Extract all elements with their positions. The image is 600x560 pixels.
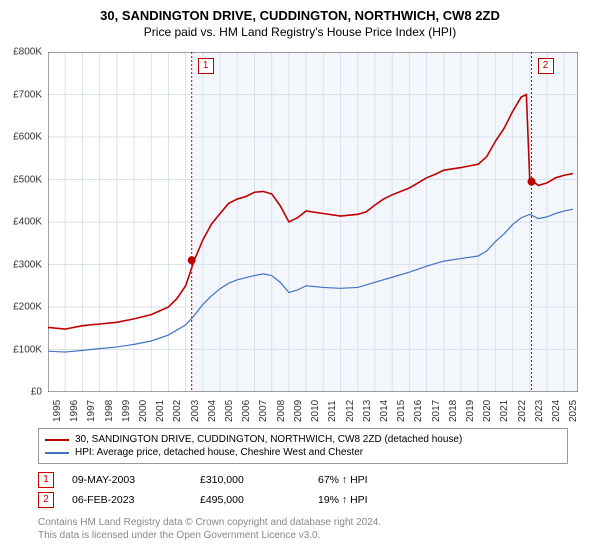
x-tick-label: 2020 bbox=[482, 410, 493, 422]
y-tick-label: £100K bbox=[2, 344, 42, 355]
event-row: 1 09-MAY-2003 £310,000 67% ↑ HPI bbox=[38, 470, 568, 490]
x-tick-label: 2004 bbox=[207, 410, 218, 422]
x-tick-label: 2011 bbox=[327, 410, 338, 422]
chart-title: 30, SANDINGTON DRIVE, CUDDINGTON, NORTHW… bbox=[0, 0, 600, 23]
event-price: £310,000 bbox=[200, 474, 300, 486]
y-tick-label: £500K bbox=[2, 174, 42, 185]
x-tick-label: 2000 bbox=[138, 410, 149, 422]
y-tick-label: £200K bbox=[2, 302, 42, 313]
x-tick-label: 2017 bbox=[431, 410, 442, 422]
x-tick-label: 2002 bbox=[172, 410, 183, 422]
chart-area: £0£100K£200K£300K£400K£500K£600K£700K£80… bbox=[48, 52, 578, 392]
x-tick-label: 2025 bbox=[568, 410, 579, 422]
events-table: 1 09-MAY-2003 £310,000 67% ↑ HPI 2 06-FEB-202… bbox=[38, 470, 568, 510]
legend-row-property: 30, SANDINGTON DRIVE, CUDDINGTON, NORTHW… bbox=[45, 433, 561, 446]
x-tick-label: 2010 bbox=[310, 410, 321, 422]
event-date: 06-FEB-2023 bbox=[72, 494, 182, 506]
x-tick-label: 1995 bbox=[52, 410, 63, 422]
x-tick-label: 2008 bbox=[276, 410, 287, 422]
y-tick-label: £400K bbox=[2, 217, 42, 228]
x-tick-label: 2015 bbox=[396, 410, 407, 422]
x-tick-label: 2005 bbox=[224, 410, 235, 422]
x-tick-label: 2022 bbox=[517, 410, 528, 422]
x-tick-label: 1999 bbox=[121, 410, 132, 422]
event-row: 2 06-FEB-2023 £495,000 19% ↑ HPI bbox=[38, 490, 568, 510]
x-tick-label: 1996 bbox=[69, 410, 80, 422]
event-price: £495,000 bbox=[200, 494, 300, 506]
footer-line1: Contains HM Land Registry data © Crown c… bbox=[38, 516, 568, 529]
legend-label-property: 30, SANDINGTON DRIVE, CUDDINGTON, NORTHW… bbox=[75, 434, 462, 445]
x-tick-label: 2021 bbox=[499, 410, 510, 422]
sale-marker-label: 2 bbox=[538, 58, 554, 74]
x-tick-label: 1997 bbox=[86, 410, 97, 422]
legend-row-hpi: HPI: Average price, detached house, Ches… bbox=[45, 446, 561, 459]
x-tick-label: 2016 bbox=[413, 410, 424, 422]
x-tick-label: 2013 bbox=[362, 410, 373, 422]
x-tick-label: 2001 bbox=[155, 410, 166, 422]
y-tick-label: £600K bbox=[2, 132, 42, 143]
x-tick-label: 2019 bbox=[465, 410, 476, 422]
x-tick-label: 2014 bbox=[379, 410, 390, 422]
event-delta: 67% ↑ HPI bbox=[318, 474, 368, 486]
event-marker: 2 bbox=[38, 492, 54, 508]
x-tick-label: 2018 bbox=[448, 410, 459, 422]
y-tick-label: £300K bbox=[2, 259, 42, 270]
x-tick-label: 2003 bbox=[190, 410, 201, 422]
x-tick-label: 2009 bbox=[293, 410, 304, 422]
footer-line2: This data is licensed under the Open Gov… bbox=[38, 529, 568, 542]
x-tick-label: 2024 bbox=[551, 410, 562, 422]
sale-marker-label: 1 bbox=[198, 58, 214, 74]
x-tick-label: 2012 bbox=[345, 410, 356, 422]
x-tick-label: 2023 bbox=[534, 410, 545, 422]
legend-label-hpi: HPI: Average price, detached house, Ches… bbox=[75, 447, 363, 458]
x-tick-label: 2006 bbox=[241, 410, 252, 422]
chart-subtitle: Price paid vs. HM Land Registry's House … bbox=[0, 23, 600, 45]
x-tick-label: 2007 bbox=[258, 410, 269, 422]
y-tick-label: £700K bbox=[2, 89, 42, 100]
x-tick-label: 1998 bbox=[104, 410, 115, 422]
footer: Contains HM Land Registry data © Crown c… bbox=[38, 516, 568, 542]
y-tick-label: £800K bbox=[2, 47, 42, 58]
event-marker: 1 bbox=[38, 472, 54, 488]
event-delta: 19% ↑ HPI bbox=[318, 494, 368, 506]
legend-swatch-hpi bbox=[45, 452, 69, 454]
legend: 30, SANDINGTON DRIVE, CUDDINGTON, NORTHW… bbox=[38, 428, 568, 464]
legend-swatch-property bbox=[45, 439, 69, 441]
event-date: 09-MAY-2003 bbox=[72, 474, 182, 486]
y-tick-label: £0 bbox=[2, 387, 42, 398]
chart-svg bbox=[48, 52, 578, 392]
